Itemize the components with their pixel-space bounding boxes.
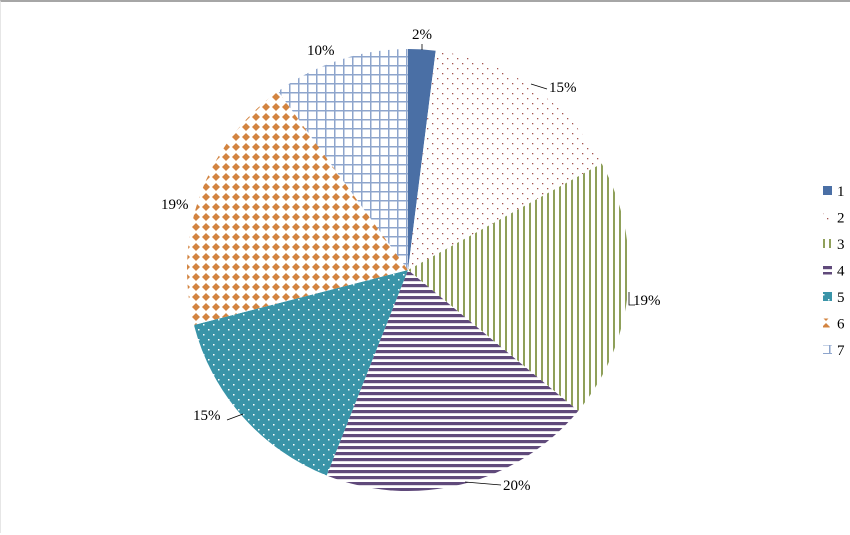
legend-label-7: 7: [837, 343, 845, 359]
pie-slice-1: [408, 49, 436, 270]
legend-swatch-4: [823, 265, 832, 275]
data-label-7: 10%: [307, 43, 335, 59]
pie-slice-3: [408, 163, 629, 411]
data-label-2: 15%: [549, 80, 577, 96]
legend-label-6: 6: [837, 317, 845, 333]
data-label-3: 19%: [633, 293, 661, 309]
legend-item-6: 6: [823, 317, 845, 333]
data-label-1: 2%: [412, 27, 432, 43]
legend-swatch-6: [823, 318, 832, 328]
legend-item-4: 4: [823, 264, 845, 280]
pie-slice-6: [187, 91, 408, 325]
pie-labels: 2% 15% 19% 20% 15% 19% 10%: [161, 27, 661, 494]
data-label-6: 19%: [161, 197, 189, 213]
legend-item-3: 3: [823, 237, 845, 253]
data-label-5: 15%: [193, 408, 221, 424]
data-label-4: 20%: [503, 478, 531, 494]
leader-line-4: [464, 481, 502, 486]
legend-label-2: 2: [837, 211, 845, 227]
legend-item-7: 7: [823, 343, 845, 359]
pie-slice-5: [193, 270, 408, 476]
pie-slice-4: [326, 270, 579, 491]
legend: 1 2 3 4 5 6 7: [823, 184, 845, 359]
leader-line-2: [530, 83, 548, 90]
pie-slices: [187, 49, 629, 491]
legend-swatch-5: [823, 292, 832, 301]
legend-item-2: 2: [823, 211, 845, 227]
legend-swatch-7: [823, 345, 832, 354]
pie-slice-7: [278, 49, 408, 270]
legend-swatch-3: [823, 239, 832, 248]
legend-label-1: 1: [837, 184, 845, 200]
leader-lines: [226, 44, 635, 486]
legend-label-3: 3: [837, 237, 845, 253]
legend-swatch-1: [823, 186, 832, 195]
pie-slice-2: [408, 50, 602, 271]
legend-label-5: 5: [837, 290, 845, 306]
leader-line-5: [226, 413, 244, 421]
legend-swatch-2: [823, 212, 832, 222]
legend-item-1: 1: [823, 184, 845, 200]
legend-label-4: 4: [837, 264, 845, 280]
leader-line-3: [628, 292, 635, 306]
legend-item-5: 5: [823, 290, 845, 306]
